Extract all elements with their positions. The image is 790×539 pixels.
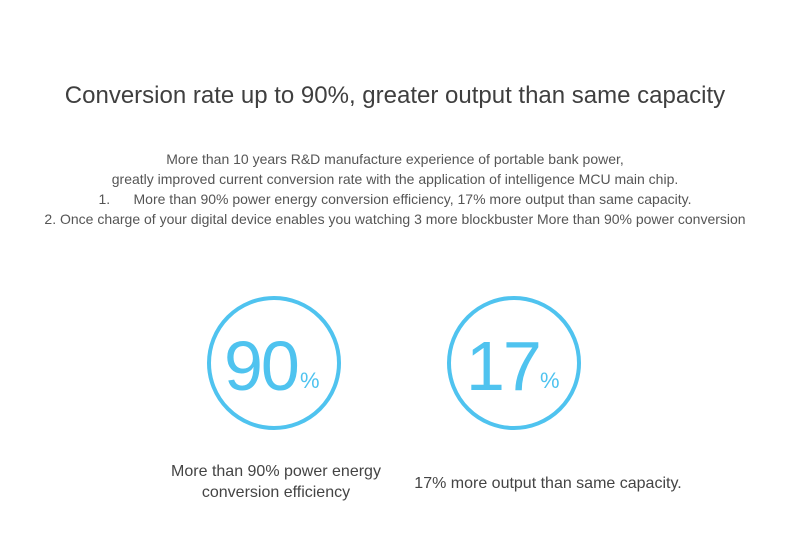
stat-caption: 17% more output than same capacity.	[388, 473, 708, 494]
intro-line: More than 10 years R&D manufacture exper…	[166, 151, 624, 167]
caption-line: 17% more output than same capacity.	[414, 475, 682, 492]
stat-number: 17	[466, 327, 542, 405]
title: Conversion rate up to 90%, greater outpu…	[64, 82, 726, 109]
stat-unit: %	[540, 368, 560, 393]
stat-unit: %	[300, 368, 320, 393]
stat-circle	[447, 296, 581, 430]
stat-circle	[207, 296, 341, 430]
stat-number: 90	[224, 327, 300, 405]
intro: More than 10 years R&D manufacture exper…	[0, 149, 790, 229]
caption-line: conversion efficiency	[201, 484, 351, 501]
intro-line: 1. More than 90% power energy conversion…	[98, 191, 692, 207]
intro-line: 2. Once charge of your digital device en…	[44, 211, 746, 227]
stat-caption: More than 90% power energy conversion eff…	[136, 461, 416, 503]
caption-line: More than 90% power energy	[171, 463, 381, 480]
intro-line: greatly improved current conversion rate…	[111, 171, 679, 187]
